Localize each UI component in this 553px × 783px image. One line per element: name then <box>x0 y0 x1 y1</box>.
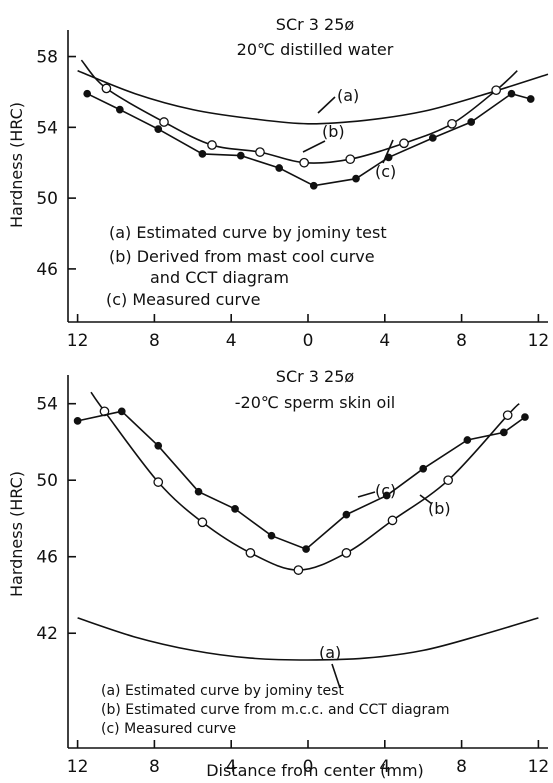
chart1-x-tick-label: 4 <box>226 331 237 351</box>
chart1-series-c-point <box>352 174 360 183</box>
chart1-x-tick-label: 12 <box>67 331 89 351</box>
chart2-x-tick-label: 8 <box>149 757 160 777</box>
chart2-x-tick-label: 12 <box>528 757 550 777</box>
chart2-series-b-point <box>245 548 256 558</box>
chart-distilled-water: SCr 3 25ø 20℃ distilled water Hardness (… <box>7 15 549 351</box>
chart1-leader-b <box>302 140 326 153</box>
chart2-series-c-point <box>342 510 351 519</box>
chart1-series-b-point <box>345 154 356 165</box>
chart2-subtitle: -20℃ sperm skin oil <box>235 393 395 412</box>
chart1-legend-line-1: (a) Estimated curve by jominy test <box>109 223 387 242</box>
chart1-series-b-point <box>159 117 169 127</box>
chart1-y-axis-label: Hardness (HRC) <box>7 102 26 228</box>
chart1-x-tick-label: 8 <box>149 331 160 351</box>
chart2-y-tick-label: 54 <box>36 395 58 415</box>
chart1-x-tick-label: 8 <box>456 331 467 351</box>
chart2-annotation-b: (b) <box>428 499 451 518</box>
chart2-series-c-point <box>463 436 472 444</box>
chart2-series-c-point <box>231 505 239 513</box>
chart2-series-c-point <box>154 441 163 450</box>
chart2-series-c-point <box>499 428 508 437</box>
chart1-annotation-c: (c) <box>375 162 396 181</box>
chart2-series-c-point <box>73 417 82 425</box>
chart2-series-c-point <box>194 487 203 496</box>
chart2-annotation-a: (a) <box>319 643 341 662</box>
chart1-series-c-point <box>236 151 245 160</box>
chart1-series-c-point <box>83 89 92 98</box>
chart2-series-c-point <box>521 413 529 421</box>
chart1-series-c-point <box>467 118 476 126</box>
chart1-leader-c <box>382 139 394 164</box>
chart2-title: SCr 3 25ø <box>276 367 355 386</box>
chart2-series-b-point <box>443 475 454 486</box>
chart2-series-b-point <box>387 515 398 526</box>
chart1-series-b-point <box>491 85 502 96</box>
chart1-series-b-point <box>255 147 265 157</box>
chart1-series-b-point <box>447 118 457 129</box>
chart2-annotation-c: (c) <box>375 481 396 500</box>
chart2-leader-a <box>331 663 341 689</box>
chart2-series-c-point <box>267 531 276 540</box>
chart1-series-c-point <box>198 150 207 158</box>
chart1-series-c-point <box>154 125 163 133</box>
chart2-y-tick-label: 46 <box>36 548 58 568</box>
x-axis-label: Distance from center (mm) <box>206 761 424 780</box>
chart2-series-b-point <box>341 548 352 558</box>
chart2-x-tick-label: 4 <box>379 757 390 777</box>
chart1-x-tick-label: 0 <box>303 331 314 351</box>
chart1-series-b-point <box>299 157 310 168</box>
chart1-series-c-line <box>86 92 531 187</box>
chart2-series-c-point <box>117 407 126 416</box>
chart2-series-b-point <box>197 517 208 528</box>
chart1-legend-line-4: (c) Measured curve <box>106 290 260 309</box>
chart1-x-tick-label: 12 <box>528 331 550 351</box>
chart1-series-c-point <box>526 95 535 103</box>
chart1-series-a-line <box>77 69 549 125</box>
chart1-annotation-a: (a) <box>337 86 359 105</box>
chart2-y-tick-label: 42 <box>36 624 58 644</box>
chart2-legend-line-2: (b) Estimated curve from m.c.c. and CCT … <box>101 702 450 718</box>
chart2-series-c-point <box>302 545 310 553</box>
chart2-x-tick-label: 4 <box>226 757 237 777</box>
chart1-legend-line-2: (b) Derived from mast cool curve <box>109 247 375 266</box>
chart2-series-b-point <box>502 410 513 421</box>
chart1-series-c-point <box>428 134 437 142</box>
chart1-leader-a <box>317 96 336 114</box>
chart1-annotation-b: (b) <box>322 122 345 141</box>
chart-sperm-skin-oil: SCr 3 25ø -20℃ sperm skin oil Hardness (… <box>7 367 549 777</box>
chart2-x-tick-label: 8 <box>456 757 467 777</box>
chart1-y-tick-label: 50 <box>36 189 58 209</box>
chart1-series-b-point <box>101 83 112 94</box>
chart1-y-tick-label: 54 <box>36 118 58 138</box>
chart2-leader-c <box>357 491 376 498</box>
chart2-series-b-point <box>153 477 164 487</box>
chart2-series-a-line <box>77 617 539 661</box>
chart2-x-tick-label: 12 <box>67 757 89 777</box>
chart2-y-axis-label: Hardness (HRC) <box>7 471 26 597</box>
chart2-series-c-point <box>419 464 428 473</box>
chart2-y-tick-label: 50 <box>36 471 58 491</box>
chart1-series-b-point <box>207 140 217 150</box>
chart1-series-c-point <box>507 89 516 98</box>
chart2-series-b-point <box>293 565 304 575</box>
chart1-series-b-point <box>399 138 409 149</box>
chart1-series-c-point <box>115 105 124 114</box>
chart2-legend-line-3: (c) Measured curve <box>101 721 236 737</box>
chart1-x-tick-label: 4 <box>379 331 390 351</box>
chart1-subtitle: 20℃ distilled water <box>237 40 394 59</box>
chart1-y-tick-label: 58 <box>36 48 58 68</box>
chart2-leader-b <box>419 494 433 505</box>
chart1-title: SCr 3 25ø <box>276 15 355 34</box>
chart2-x-tick-label: 0 <box>303 757 314 777</box>
chart1-legend-line-3: and CCT diagram <box>150 268 289 287</box>
chart1-y-tick-label: 46 <box>36 260 58 280</box>
chart2-series-c-point <box>382 491 391 500</box>
chart1-series-c-point <box>309 181 318 190</box>
chart2-series-c-line <box>77 410 526 551</box>
chart1-series-c-point <box>275 164 284 172</box>
chart2-legend-line-1: (a) Estimated curve by jominy test <box>101 683 344 699</box>
chart1-series-b-line <box>80 59 518 164</box>
